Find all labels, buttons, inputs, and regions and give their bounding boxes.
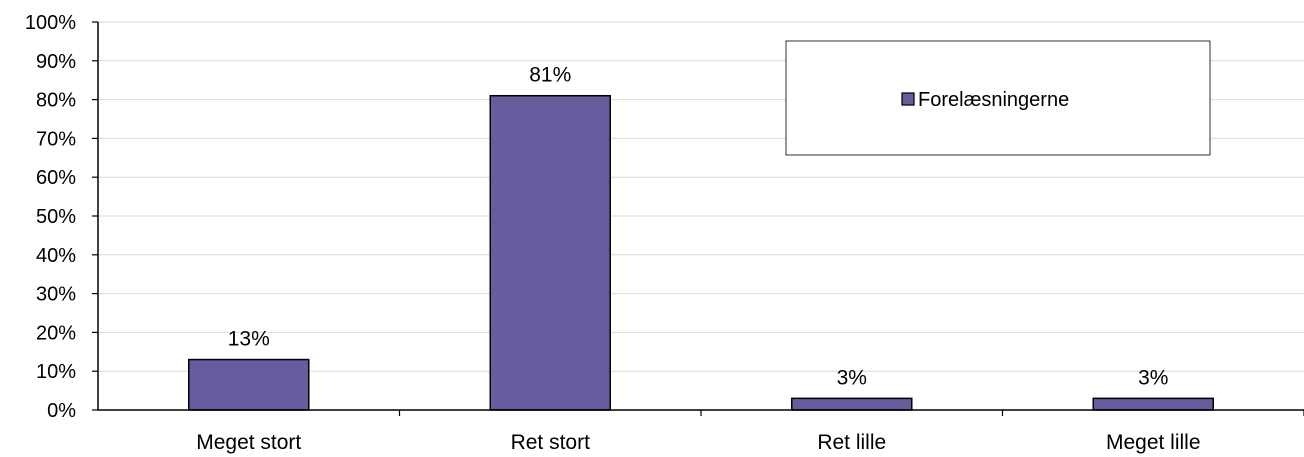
y-tick-label: 0% xyxy=(47,400,76,422)
bar xyxy=(188,358,310,411)
bar xyxy=(1092,397,1214,411)
legend-swatch xyxy=(901,92,915,106)
data-label: 13% xyxy=(228,328,270,351)
y-axis-ticks: 0% 10% 20% 30% 40% 50% 60% 70% 80% 90% 100% xyxy=(25,12,98,422)
x-tick-label: Meget stort xyxy=(196,431,301,454)
x-tick-label: Ret stort xyxy=(511,431,591,454)
y-tick-label: 20% xyxy=(36,322,76,344)
y-tick-label: 70% xyxy=(36,128,76,150)
y-tick-label: 60% xyxy=(36,167,76,189)
bars xyxy=(188,94,1214,411)
data-label: 3% xyxy=(1138,366,1168,389)
axes xyxy=(97,22,1304,411)
bar xyxy=(489,94,611,411)
y-tick-label: 80% xyxy=(36,90,76,112)
y-tick-label: 30% xyxy=(36,284,76,306)
y-tick-label: 90% xyxy=(36,51,76,73)
y-tick-label: 10% xyxy=(36,361,76,383)
x-axis-labels: Meget stort Ret stort Ret lille Meget lille xyxy=(196,410,1304,454)
legend-box xyxy=(785,40,1211,156)
x-tick-label: Meget lille xyxy=(1106,431,1201,454)
x-tick-label: Ret lille xyxy=(817,431,886,454)
y-tick-label: 40% xyxy=(36,245,76,267)
data-label: 81% xyxy=(529,64,571,87)
legend: Forelæsningerne xyxy=(785,40,1211,156)
bar xyxy=(791,397,913,411)
data-labels: 13% 81% 3% 3% xyxy=(228,64,1169,390)
y-tick-label: 50% xyxy=(36,206,76,228)
legend-label: Forelæsningerne xyxy=(918,89,1069,111)
gridlines xyxy=(98,21,1304,372)
y-tick-label: 100% xyxy=(25,12,76,34)
data-label: 3% xyxy=(837,366,867,389)
